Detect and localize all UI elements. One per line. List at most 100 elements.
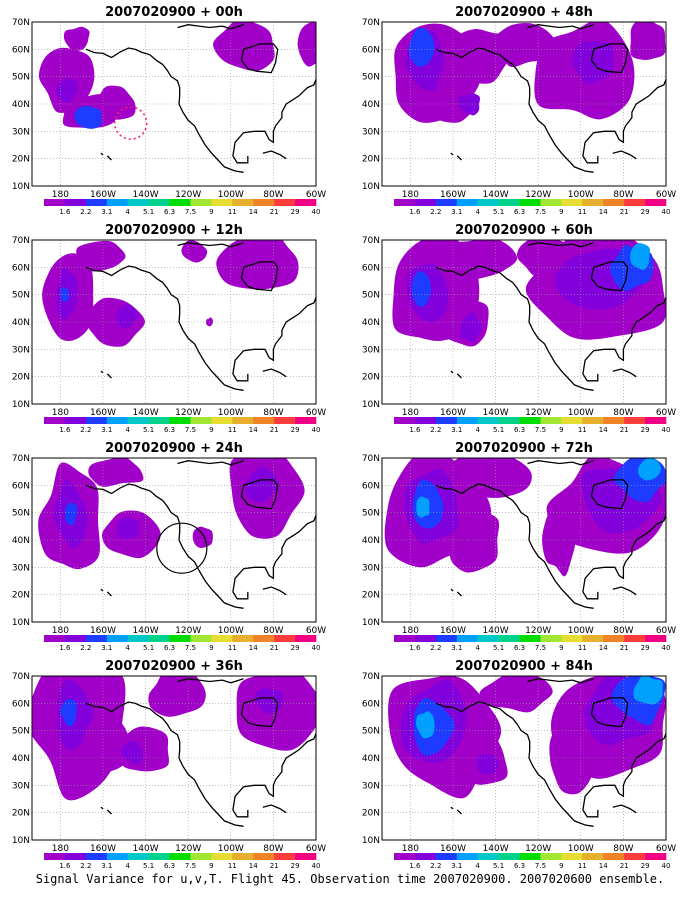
colorbar-swatch	[44, 635, 66, 642]
colorbar-label: 21	[620, 862, 629, 870]
colorbar-swatch	[498, 853, 520, 860]
map-panel: 2007020900 + 84h 10N 20N 30N 40N 50N 60N 70N 180…	[350, 654, 690, 872]
coastline	[612, 150, 637, 160]
colorbar-swatch	[253, 853, 275, 860]
colorbar-swatch	[127, 853, 149, 860]
coastline	[435, 483, 594, 609]
coastline	[100, 152, 104, 156]
colorbar-swatch	[561, 635, 583, 642]
colorbar-swatch	[456, 635, 478, 642]
colorbar-swatch	[106, 417, 128, 424]
lon-tick-label: 80W	[263, 844, 283, 854]
lat-tick-label: 40N	[12, 318, 30, 328]
colorbar-label: 3.1	[101, 208, 112, 216]
colorbar-swatch	[44, 417, 66, 424]
colorbar-label: 9	[559, 862, 563, 870]
coastline	[450, 806, 454, 810]
lat-tick-label: 60N	[362, 481, 380, 491]
colorbar-label: 7.5	[535, 644, 546, 652]
coastline	[240, 479, 279, 510]
lat-tick-label: 10N	[12, 836, 30, 846]
map-field	[32, 676, 316, 840]
variance-contour	[440, 240, 518, 280]
coastline	[106, 155, 112, 161]
colorbar-label: 2.2	[430, 644, 441, 652]
colorbar-label: 14	[249, 426, 258, 434]
colorbar-label: 5.1	[493, 208, 504, 216]
lat-tick-label: 30N	[12, 781, 30, 791]
lat-tick-label: 30N	[362, 345, 380, 355]
map-panel: 2007020900 + 24h 10N 20N 30N 40N 50N 60N 70N 180…	[0, 436, 340, 654]
colorbar-swatch	[127, 417, 149, 424]
lon-tick-label: 100W	[218, 844, 244, 854]
coastline	[590, 697, 629, 728]
colorbar-swatch	[624, 199, 646, 206]
colorbar-label: 5.1	[143, 862, 154, 870]
colorbar-swatch	[498, 635, 520, 642]
variance-contour	[76, 240, 126, 272]
colorbar-swatch	[190, 199, 212, 206]
variance-contour	[440, 458, 532, 498]
lon-tick-label: 180	[52, 844, 69, 854]
colorbar-swatch	[435, 635, 458, 642]
colorbar-swatch	[456, 417, 478, 424]
colorbar-swatch	[519, 417, 541, 424]
coastline	[435, 701, 594, 827]
lon-tick-label: 120W	[525, 408, 551, 418]
coastline	[450, 588, 454, 592]
variance-contour	[120, 741, 143, 765]
colorbar-label: 3.1	[451, 426, 462, 434]
lon-tick-label: 100W	[218, 190, 244, 200]
colorbar-label: 1.6	[409, 208, 421, 216]
colorbar-label: 9	[209, 862, 213, 870]
colorbar-swatch	[232, 417, 254, 424]
colorbar-swatch	[127, 199, 149, 206]
lon-tick-label: 160W	[440, 190, 466, 200]
colorbar-swatch	[232, 199, 254, 206]
lon-tick-label: 80W	[613, 844, 633, 854]
colorbar-label: 5.1	[493, 426, 504, 434]
coastline	[450, 370, 454, 374]
coastline	[315, 266, 316, 268]
lon-tick-label: 140W	[483, 190, 509, 200]
colorbar-swatch	[85, 635, 108, 642]
colorbar-swatch	[274, 635, 296, 642]
colorbar-label: 9	[209, 644, 213, 652]
variance-contour	[64, 502, 78, 526]
coastline	[612, 804, 637, 814]
lon-tick-label: 100W	[218, 408, 244, 418]
coastline	[85, 47, 244, 173]
map-svg: 2007020900 + 36h 10N 20N 30N 40N 50N 60N 70N 180…	[12, 659, 326, 870]
coastline	[612, 368, 637, 378]
variance-contour	[416, 496, 430, 518]
lat-tick-label: 40N	[362, 754, 380, 764]
colorbar-label: 40	[662, 426, 671, 434]
map-field	[382, 22, 666, 186]
variance-contour	[88, 458, 144, 487]
lon-tick-label: 80W	[263, 408, 283, 418]
map-svg: 2007020900 + 60h 10N 20N 30N 40N 50N 60N 70N 180…	[362, 223, 676, 434]
lon-tick-label: 60W	[656, 190, 676, 200]
map-field	[32, 240, 316, 404]
lat-tick-label: 20N	[12, 155, 30, 165]
lon-tick-label: 60W	[656, 408, 676, 418]
coastline	[315, 48, 316, 50]
colorbar-swatch	[645, 853, 667, 860]
lat-tick-label: 60N	[362, 699, 380, 709]
colorbar-label: 11	[228, 426, 237, 434]
variance-contour	[638, 458, 662, 481]
lat-tick-label: 10N	[362, 836, 380, 846]
coastline	[240, 697, 279, 728]
colorbar-label: 21	[620, 426, 629, 434]
map-field	[382, 240, 666, 404]
colorbar-label: 40	[312, 644, 321, 652]
colorbar-label: 2.2	[80, 208, 91, 216]
colorbar-label: 6.3	[514, 862, 525, 870]
variance-contour	[60, 699, 77, 727]
colorbar-label: 11	[228, 644, 237, 652]
lat-tick-label: 50N	[362, 727, 380, 737]
variance-contour	[74, 105, 102, 129]
coastline	[240, 43, 279, 74]
map-svg: 2007020900 + 00h 10N 20N 30N 40N 50N 60N 70N 180…	[12, 5, 326, 216]
lat-tick-label: 10N	[362, 182, 380, 192]
